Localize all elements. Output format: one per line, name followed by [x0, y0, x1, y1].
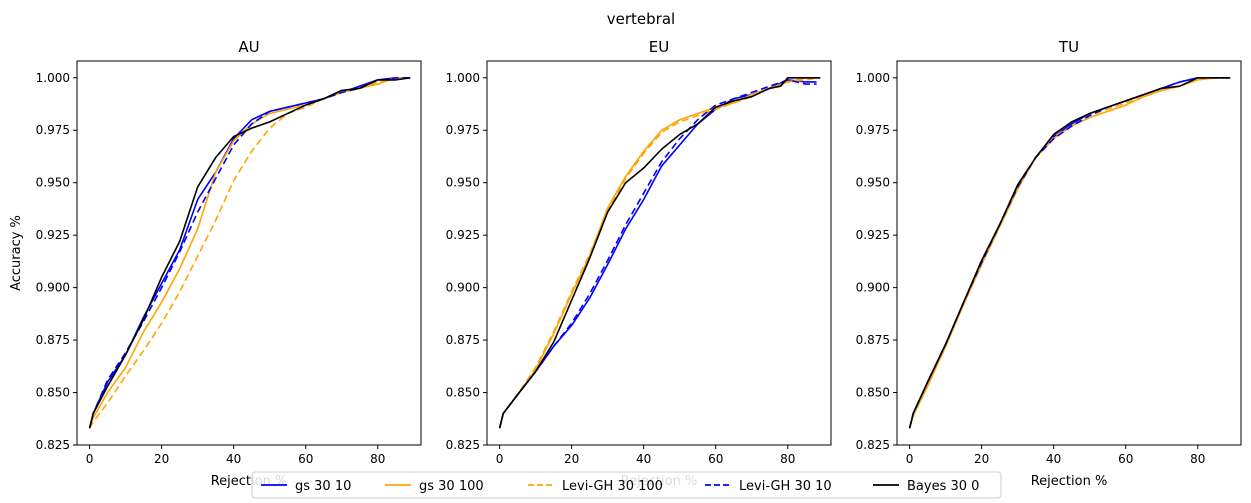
series-line-gs-30-10	[88, 76, 411, 429]
legend-box	[251, 471, 1002, 499]
y-tick-label: 0.875	[446, 333, 480, 347]
x-tick-label: 20	[974, 452, 989, 466]
series-line-gs-30-100	[908, 76, 1231, 429]
y-tick-label: 0.950	[446, 176, 480, 190]
x-tick-label: 0	[86, 452, 94, 466]
y-tick-label: 0.825	[856, 438, 890, 452]
series-line-levi-gh-30-100	[908, 76, 1231, 429]
chart-panel-au: AU 0 20 40 60 80 0.825 0.850 0.875 0.900 0.925 0.95…	[9, 38, 422, 489]
legend-label: Levi-GH 30 10	[739, 479, 832, 494]
legend-label: Bayes 30 0	[907, 479, 979, 494]
series-line-levi-gh-30-10	[908, 76, 1231, 429]
y-tick-label: 0.975	[36, 123, 70, 137]
y-axis-label: Accuracy %	[9, 215, 24, 291]
y-tick-label: 1.000	[856, 71, 890, 85]
figure-suptitle: vertebral	[607, 10, 675, 28]
series-line-bayes-30-0	[498, 76, 821, 429]
y-tick-label: 0.950	[856, 176, 890, 190]
x-tick-label: 0	[496, 452, 504, 466]
series-line-gs-30-10	[908, 76, 1231, 429]
series-line-levi-gh-30-100	[498, 76, 821, 429]
legend: gs 30 10 gs 30 100 Levi-GH 30 100 Levi-GH 3…	[251, 471, 1002, 499]
x-tick-label: 40	[636, 452, 651, 466]
y-tick-label: 0.925	[856, 228, 890, 242]
y-tick-label: 0.925	[446, 228, 480, 242]
y-tick-label: 1.000	[36, 71, 70, 85]
x-tick-label: 60	[708, 452, 723, 466]
x-tick-label: 0	[906, 452, 914, 466]
series-line-gs-30-100	[88, 76, 411, 429]
series-line-gs-30-10	[498, 79, 817, 429]
series-line-levi-gh-30-10	[498, 79, 817, 429]
series-line-bayes-30-0	[88, 76, 411, 429]
series-line-bayes-30-0	[908, 76, 1231, 429]
chart-panel-tu: TU 0 20 40 60 80 0.825 0.850 0.875 0.900 0.925 0.95…	[856, 38, 1242, 489]
y-tick-label: 0.875	[36, 333, 70, 347]
chart-title: EU	[649, 38, 669, 56]
chart-title: AU	[238, 38, 259, 56]
y-tick-label: 0.975	[856, 123, 890, 137]
axes-frame	[76, 60, 422, 446]
y-tick-label: 0.850	[856, 386, 890, 400]
legend-label: gs 30 10	[295, 479, 351, 494]
y-tick-label: 1.000	[446, 71, 480, 85]
axes-frame	[896, 60, 1242, 446]
y-tick-label: 0.850	[446, 386, 480, 400]
y-tick-label: 0.975	[446, 123, 480, 137]
axes-frame	[486, 60, 832, 446]
y-tick-label: 0.900	[856, 281, 890, 295]
x-tick-label: 60	[298, 452, 313, 466]
y-tick-label: 0.825	[446, 438, 480, 452]
legend-label: Levi-GH 30 100	[562, 479, 663, 494]
x-tick-label: 20	[154, 452, 169, 466]
y-tick-label: 0.900	[446, 281, 480, 295]
legend-label: gs 30 100	[419, 479, 484, 494]
y-tick-label: 0.900	[36, 281, 70, 295]
x-axis-label: Rejection %	[1031, 474, 1108, 489]
x-tick-label: 40	[1046, 452, 1061, 466]
y-tick-label: 0.825	[36, 438, 70, 452]
series-line-levi-gh-30-100	[88, 76, 411, 429]
chart-panel-eu: EU 0 20 40 60 80 0.825 0.850 0.875 0.900 0.925 0.95…	[446, 38, 832, 489]
x-tick-label: 80	[370, 452, 385, 466]
y-tick-label: 0.850	[36, 386, 70, 400]
y-tick-label: 0.950	[36, 176, 70, 190]
series-line-levi-gh-30-10	[88, 76, 411, 429]
y-tick-label: 0.925	[36, 228, 70, 242]
chart-title: TU	[1058, 38, 1079, 56]
x-tick-label: 80	[1190, 452, 1205, 466]
x-tick-label: 80	[780, 452, 795, 466]
x-tick-label: 20	[564, 452, 579, 466]
x-tick-label: 40	[226, 452, 241, 466]
series-line-gs-30-100	[498, 76, 821, 429]
x-tick-label: 60	[1118, 452, 1133, 466]
y-tick-label: 0.875	[856, 333, 890, 347]
